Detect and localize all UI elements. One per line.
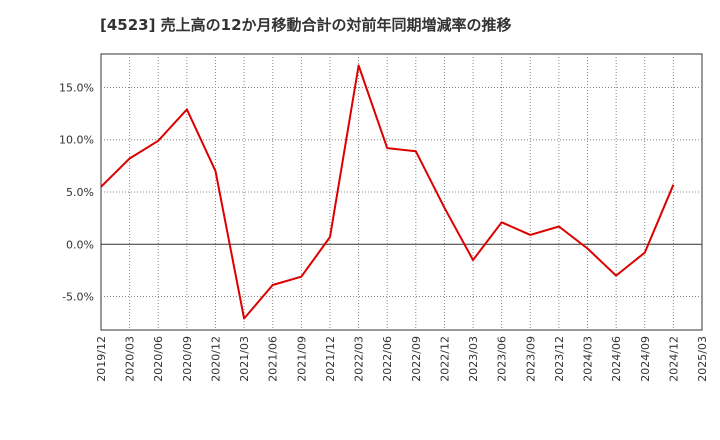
x-tick-label: 2023/09 [524, 336, 537, 382]
x-tick-label: 2024/12 [667, 336, 680, 382]
x-tick-label: 2023/06 [496, 336, 509, 382]
x-tick-label: 2021/03 [238, 336, 251, 382]
x-tick-label: 2022/06 [381, 336, 394, 382]
x-tick-label: 2020/12 [209, 336, 222, 382]
x-tick-label: 2021/06 [267, 336, 280, 382]
y-tick-label: -5.0% [62, 291, 94, 304]
x-tick-label: 2019/12 [95, 336, 108, 382]
x-tick-label: 2021/09 [295, 336, 308, 382]
x-tick-label: 2023/03 [467, 336, 480, 382]
x-tick-label: 2023/12 [553, 336, 566, 382]
y-tick-label: 15.0% [59, 81, 94, 94]
x-tick-label: 2020/09 [181, 336, 194, 382]
grid [101, 54, 702, 330]
x-tick-label: 2024/06 [610, 336, 623, 382]
x-tick-label: 2024/03 [582, 336, 595, 382]
x-tick-label: 2022/09 [410, 336, 423, 382]
x-tick-label: 2024/09 [639, 336, 652, 382]
series-line [100, 64, 675, 320]
y-tick-label: 10.0% [59, 134, 94, 147]
x-tick-label: 2021/12 [324, 336, 337, 382]
y-axis: -5.0% 0.0% 5.0% 10.0% 15.0% [59, 81, 94, 303]
chart-title: [4523] 売上高の12か月移動合計の対前年同期増減率の推移 [100, 16, 512, 34]
x-tick-label: 2022/12 [438, 336, 451, 382]
x-tick-label: 2022/03 [353, 336, 366, 382]
x-tick-label: 2025/03 [696, 336, 709, 382]
x-tick-label: 2020/03 [124, 336, 137, 382]
x-tick-label: 2020/06 [152, 336, 165, 382]
y-tick-label: 0.0% [66, 238, 94, 251]
y-tick-label: 5.0% [66, 186, 94, 199]
x-axis: 2019/12 2020/03 2020/06 2020/09 2020/12 2021/… [95, 336, 709, 382]
series [100, 64, 675, 320]
